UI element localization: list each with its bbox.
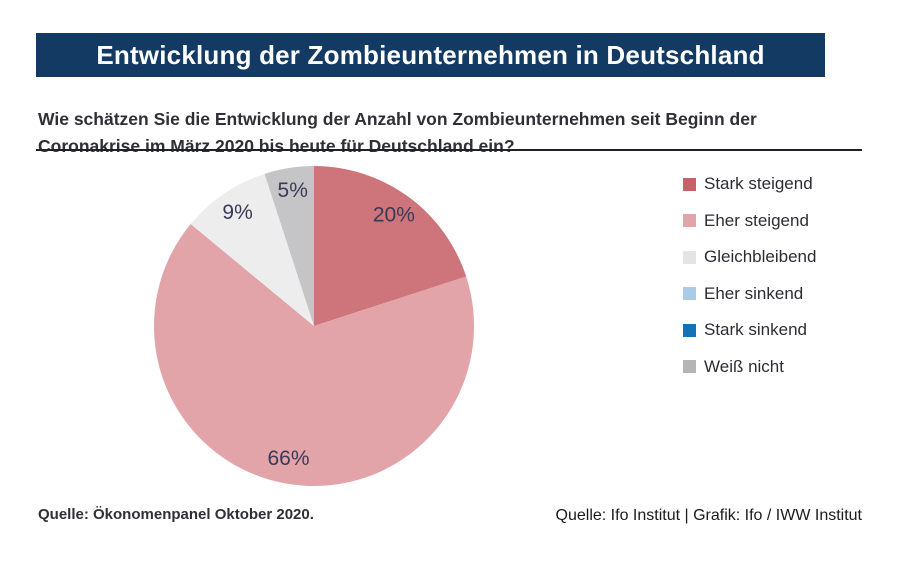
legend-item: Eher steigend (683, 203, 816, 240)
title-bar: Entwicklung der Zombieunternehmen in Deu… (36, 33, 825, 77)
pie-slice (314, 166, 467, 326)
legend-swatch (683, 360, 696, 374)
legend-item: Gleichbleibend (683, 239, 816, 276)
source-note-left: Quelle: Ökonomenpanel Oktober 2020. (38, 506, 314, 523)
pie-slice-label: 9% (222, 201, 252, 224)
legend-swatch (683, 323, 696, 337)
pie-slice-label: 5% (278, 179, 308, 202)
legend-label: Eher steigend (704, 210, 809, 230)
chart-area: 20% 66% 9% 5% Stark steigend Eher steigend Gl… (36, 152, 862, 500)
legend-item: Stark steigend (683, 166, 816, 203)
legend-swatch (683, 214, 696, 228)
horizontal-divider (36, 149, 862, 151)
legend-label: Weiß nicht (704, 356, 784, 376)
pie-slice (190, 173, 314, 326)
legend-label: Stark sinkend (704, 320, 807, 340)
pie-slice (264, 166, 314, 326)
legend-swatch (683, 250, 696, 264)
legend-label: Stark steigend (704, 174, 813, 194)
legend-item: Eher sinkend (683, 276, 816, 313)
legend-label: Gleichbleibend (704, 247, 817, 267)
legend-label: Eher sinkend (704, 283, 804, 303)
source-note-right: Quelle: Ifo Institut | Grafik: Ifo / IWW… (555, 507, 862, 524)
legend-swatch (683, 177, 696, 191)
chart-legend: Stark steigend Eher steigend Gleichbleiben… (683, 166, 816, 385)
pie-slice (154, 224, 475, 487)
pie-slice-label: 66% (267, 447, 309, 470)
legend-swatch (683, 287, 696, 301)
page-title: Entwicklung der Zombieunternehmen in Deu… (96, 39, 765, 70)
legend-item: Stark sinkend (683, 312, 816, 349)
legend-item: Weiß nicht (683, 349, 816, 386)
pie-slice-label: 20% (373, 204, 415, 227)
pie-chart: 20% 66% 9% 5% (154, 166, 475, 487)
